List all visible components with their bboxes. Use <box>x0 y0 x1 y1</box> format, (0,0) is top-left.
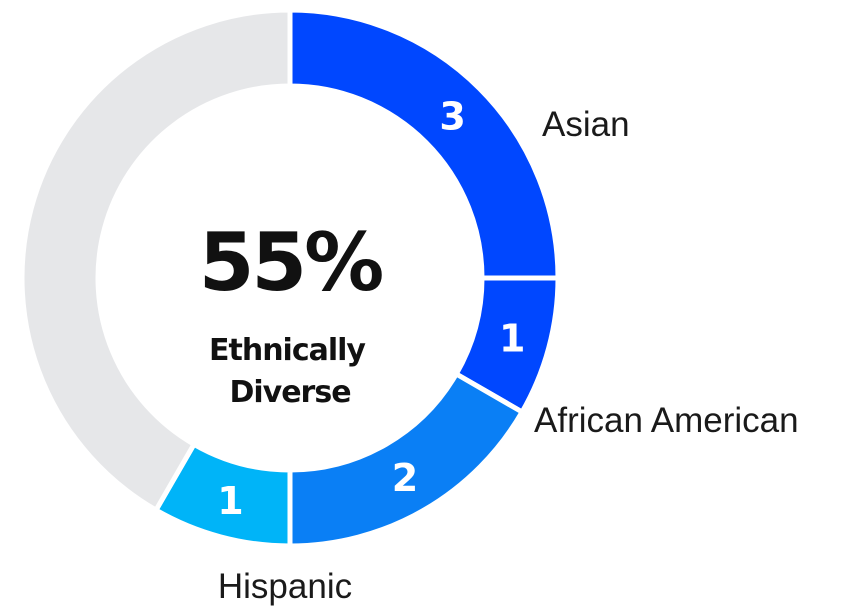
category-label-1: Asian <box>542 105 630 144</box>
center-percentage: 55% <box>199 216 382 309</box>
center-label-line-2: Diverse <box>229 375 350 410</box>
center-label-line-1: Ethnically <box>209 333 366 368</box>
category-labels: Asian African American Hispanic <box>218 105 799 606</box>
donut-segment-5 <box>19 7 293 514</box>
segment-count-3: 2 <box>392 456 418 500</box>
category-label-3: African American <box>534 401 799 440</box>
segment-count-1: 3 <box>439 94 465 138</box>
category-label-4: Hispanic <box>218 567 352 606</box>
center-summary: 55% Ethnically Diverse <box>199 216 385 410</box>
donut-segments <box>19 7 561 549</box>
segment-count-4: 1 <box>217 479 243 523</box>
segment-count-labels: 3 1 2 1 <box>217 94 525 523</box>
segment-count-2: 1 <box>499 317 525 361</box>
